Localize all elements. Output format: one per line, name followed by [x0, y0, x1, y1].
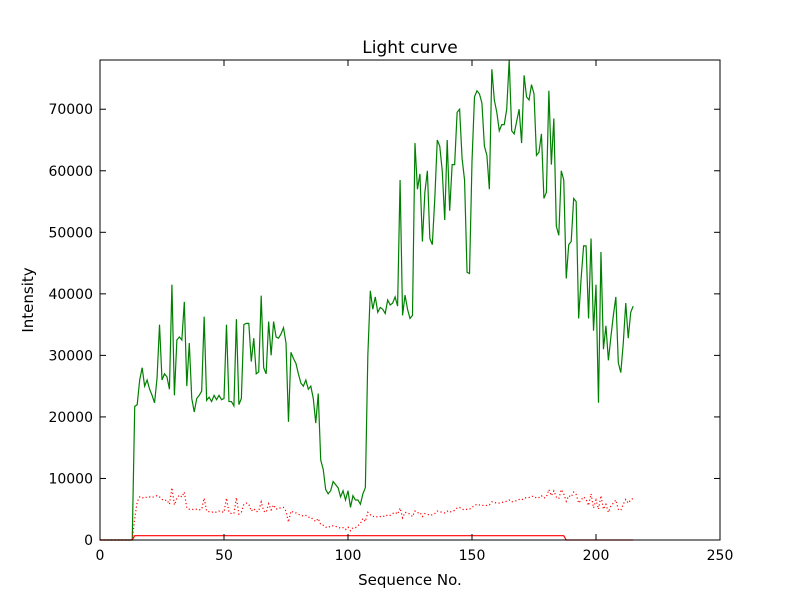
y-tick-label: 50000 — [48, 225, 93, 241]
series-line-0 — [100, 59, 634, 541]
x-axis-label: Sequence No. — [358, 571, 462, 589]
plot-frame — [99, 59, 721, 541]
series-line-1 — [100, 487, 634, 541]
series-line-2 — [100, 535, 634, 541]
y-tick-label: 10000 — [48, 471, 93, 487]
y-tick-label: 20000 — [48, 410, 93, 426]
y-axis-label: Intensity — [19, 267, 37, 332]
chart-title: Light curve — [362, 38, 457, 58]
x-tick-label: 100 — [335, 548, 362, 564]
y-tick-label: 60000 — [48, 164, 93, 180]
y-tick-label: 70000 — [48, 102, 93, 118]
y-tick-label: 0 — [84, 533, 93, 549]
series-layer — [100, 59, 634, 541]
x-tick-label: 200 — [583, 548, 610, 564]
y-tick-label: 40000 — [48, 287, 93, 303]
y-tick-label: 30000 — [48, 348, 93, 364]
x-tick-label: 150 — [459, 548, 486, 564]
x-tick-label: 250 — [707, 548, 734, 564]
x-tick-label: 0 — [96, 548, 105, 564]
x-tick-label: 50 — [215, 548, 233, 564]
ticks-layer: 0 50 100 150 200 250 0 10000 20000 30000 40000 5000… — [48, 60, 733, 564]
